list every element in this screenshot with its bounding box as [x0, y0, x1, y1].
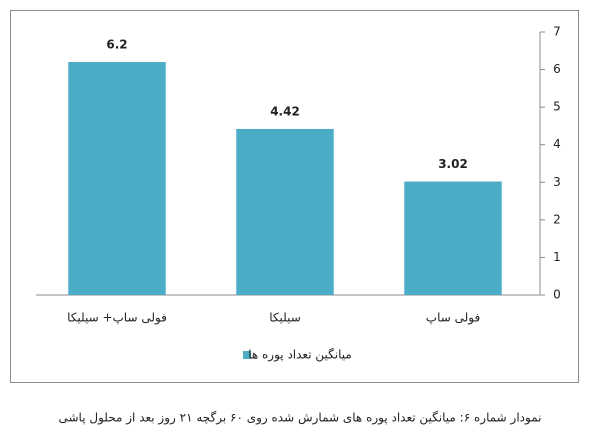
bar: [236, 128, 334, 295]
y-tick-label: 2: [553, 212, 561, 226]
y-tick-label: 4: [553, 137, 561, 151]
y-tick-label: 6: [553, 62, 561, 76]
y-tick-label: 5: [553, 100, 561, 114]
caption: نمودار شماره ۶: میانگین تعداد پوره های ش…: [59, 411, 542, 426]
value-label: 6.2: [106, 38, 127, 52]
y-tick-label: 0: [553, 288, 561, 302]
legend-swatch: [243, 351, 251, 359]
x-tick-label: سیلیکا: [269, 311, 301, 325]
value-label: 3.02: [438, 157, 468, 171]
legend-label: میانگین تعداد پوره ها: [248, 348, 352, 363]
y-tick-label: 1: [553, 250, 561, 264]
x-tick-label: فولی ساپ: [426, 311, 480, 326]
bar: [68, 62, 166, 295]
chart-frame: [10, 10, 579, 383]
value-label: 4.42: [270, 104, 300, 118]
y-tick-label: 3: [553, 175, 561, 189]
y-tick-label: 7: [553, 25, 561, 39]
bar: [404, 181, 502, 295]
x-tick-label: فولی ساپ+ سیلیکا: [67, 311, 167, 326]
